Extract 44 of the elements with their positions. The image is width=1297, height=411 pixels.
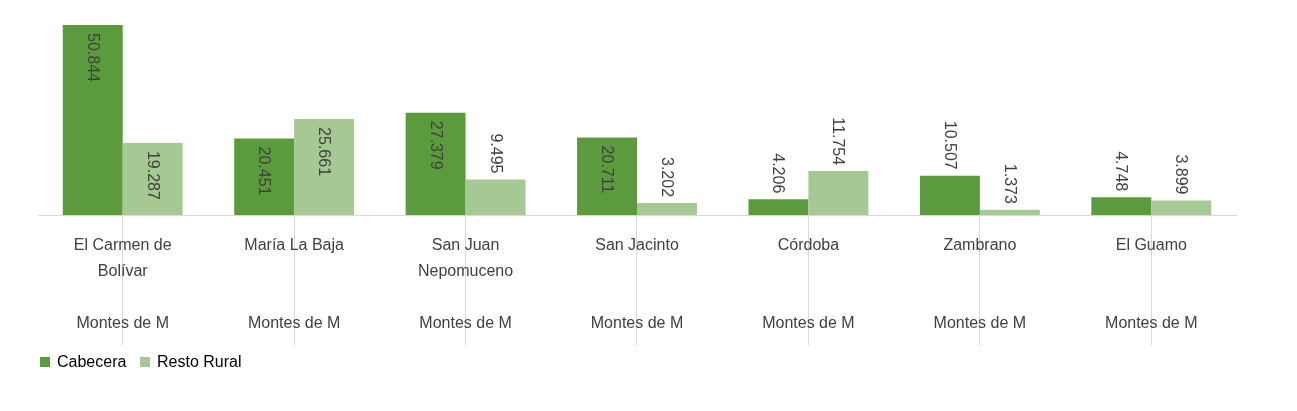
x-tick-label: Córdoba [777, 236, 840, 253]
bar [1151, 200, 1212, 215]
x-tick-label: El Carmen de Bolívar [73, 236, 172, 279]
data-label: 3.899 [1173, 154, 1191, 195]
data-label: 9.495 [487, 133, 505, 174]
bar [465, 179, 526, 215]
x-tick-label: San Jacinto [595, 236, 679, 253]
data-label: 25.661 [316, 127, 334, 177]
data-label: 19.287 [144, 150, 162, 200]
text: Montes de M [1105, 314, 1198, 331]
data-label: 3.202 [658, 156, 676, 198]
bar [808, 171, 869, 215]
data-label: 50.844 [84, 33, 102, 83]
x-tick-label: El Guamo [1115, 236, 1187, 253]
bar [577, 137, 637, 215]
bar [62, 25, 123, 215]
text: Montes de M [419, 314, 512, 331]
data-label: 10.507 [941, 120, 959, 170]
data-label: 20.711 [599, 145, 617, 194]
data-label: 27.379 [427, 120, 445, 170]
text: Montes de M [762, 314, 855, 331]
data-label: 4.206 [770, 153, 788, 194]
data-label: 11.754 [830, 117, 848, 166]
legend-label: Cabecera [57, 353, 127, 370]
text: Montes de M [933, 314, 1027, 331]
text: Montes de M [590, 314, 684, 331]
text: Montes de M [247, 314, 341, 331]
x-tick-label: María La Baja [244, 236, 345, 253]
data-label: 20.451 [256, 146, 274, 196]
bar [979, 209, 1040, 215]
x-tick-label: Zambrano [943, 236, 1017, 253]
data-label: 1.373 [1001, 163, 1019, 204]
bar [637, 203, 697, 215]
bar [234, 138, 295, 215]
x-tick-label: San Juan Nepomuceno [417, 236, 514, 279]
legend-label: Resto Rural [157, 353, 242, 370]
bar [122, 142, 183, 215]
data-label: 4.748 [1113, 151, 1131, 192]
bar [294, 119, 355, 215]
bar [405, 112, 466, 215]
bar [919, 175, 980, 215]
bar [1091, 197, 1152, 215]
bar [748, 199, 809, 215]
text: Montes de M [76, 314, 169, 331]
